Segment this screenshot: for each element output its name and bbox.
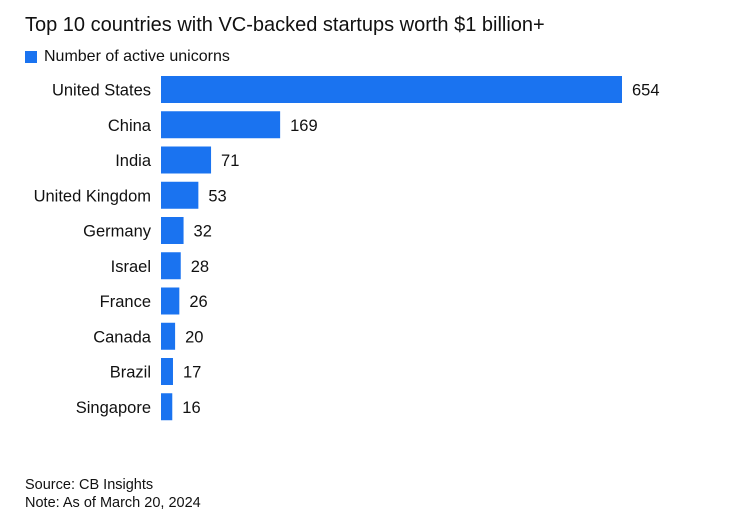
- category-label: United States: [52, 82, 151, 100]
- category-label: China: [108, 117, 152, 135]
- value-label: 654: [632, 82, 660, 100]
- footer: Source: CB Insights Note: As of March 20…: [25, 476, 201, 512]
- value-label: 71: [221, 152, 239, 170]
- date-note: Note: As of March 20, 2024: [25, 495, 201, 511]
- value-label: 32: [194, 223, 212, 241]
- value-label: 17: [183, 364, 201, 382]
- bar-india: [161, 146, 212, 174]
- bar-israel: [161, 252, 181, 280]
- bar-singapore: [161, 393, 173, 421]
- bar-france: [161, 287, 180, 315]
- category-label: United Kingdom: [34, 187, 151, 205]
- legend: Number of active unicorns: [25, 47, 230, 67]
- category-label: Germany: [83, 223, 152, 241]
- category-label: Canada: [93, 328, 152, 346]
- category-label: India: [115, 152, 152, 170]
- category-label: Brazil: [110, 364, 151, 382]
- chart-title: Top 10 countries with VC-backed startups…: [25, 14, 545, 36]
- source-note: Source: CB Insights: [25, 477, 154, 493]
- bar-united-kingdom: [161, 181, 199, 209]
- bar-chart: United States 654 China 169 India 71 United Ki…: [34, 76, 660, 421]
- category-label: Singapore: [76, 399, 151, 417]
- bar-united-states: [161, 76, 622, 103]
- bar-brazil: [161, 358, 173, 385]
- bar-germany: [161, 217, 184, 244]
- bar-canada: [161, 322, 176, 350]
- legend-swatch: [25, 51, 37, 63]
- value-label: 16: [182, 399, 200, 417]
- value-label: 26: [189, 293, 207, 311]
- category-label: Israel: [111, 258, 151, 276]
- legend-label: Number of active unicorns: [44, 48, 230, 65]
- category-label: France: [100, 293, 151, 311]
- value-label: 169: [290, 117, 318, 135]
- bar-china: [161, 111, 281, 139]
- value-label: 53: [208, 187, 226, 205]
- value-label: 28: [191, 258, 209, 276]
- value-label: 20: [185, 328, 203, 346]
